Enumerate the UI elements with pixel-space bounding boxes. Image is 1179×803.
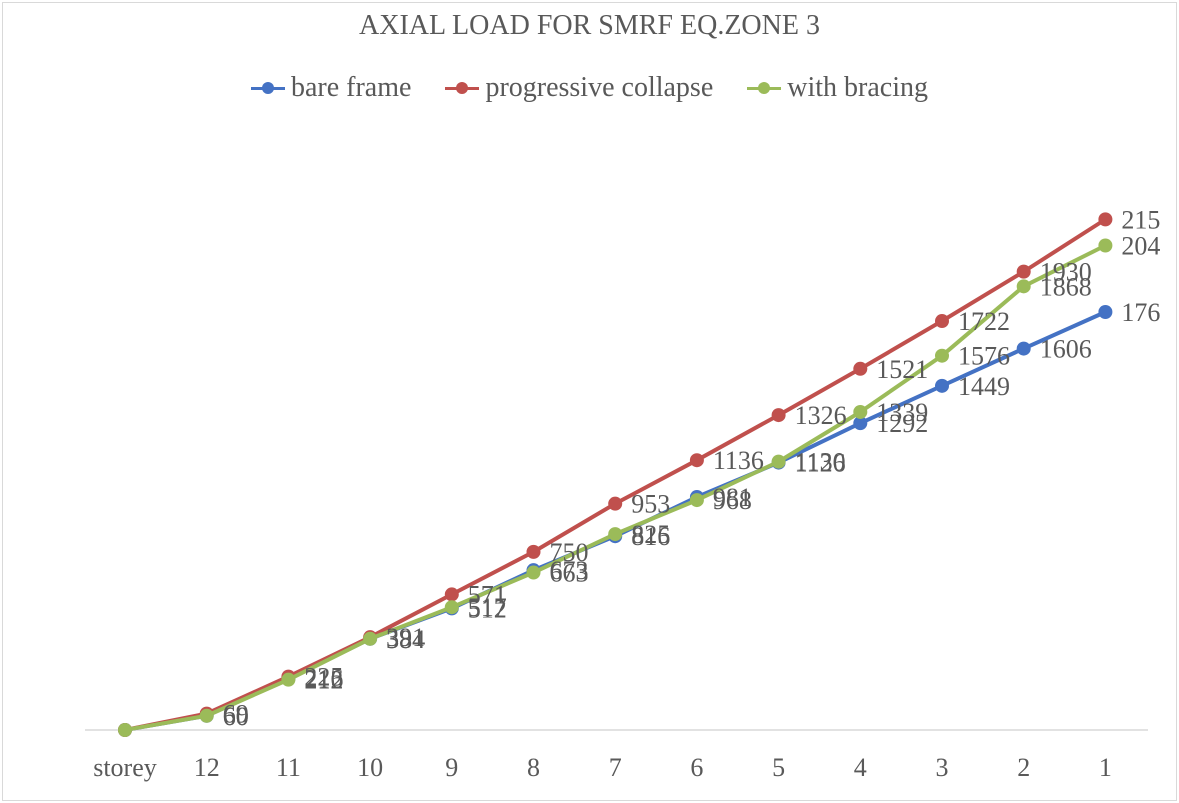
x-tick-label: 6 <box>690 753 703 782</box>
data-label: 391 <box>386 623 425 652</box>
data-label: 825 <box>631 520 670 549</box>
data-label: 216 <box>304 665 343 694</box>
data-label: 384 <box>386 625 425 654</box>
data-label: 204 <box>1121 232 1160 261</box>
data-label: 1339 <box>876 398 928 427</box>
data-label: 968 <box>713 486 752 515</box>
data-point <box>281 672 296 687</box>
x-tick-label: 4 <box>854 753 867 782</box>
data-label: 816 <box>631 522 670 551</box>
data-point <box>935 314 949 329</box>
data-label: 673 <box>550 556 589 585</box>
data-point <box>935 378 949 393</box>
data-label: 981 <box>713 483 752 512</box>
data-label: 1868 <box>1040 272 1092 301</box>
legend-label-bare-frame: bare frame <box>290 72 412 103</box>
data-point <box>771 408 786 423</box>
data-point <box>363 631 378 646</box>
data-point <box>771 454 786 469</box>
data-label: 60 <box>223 702 249 731</box>
data-label: 1130 <box>795 448 846 477</box>
data-point <box>118 723 132 737</box>
data-label: 1576 <box>958 342 1010 371</box>
data-label: 212 <box>304 666 343 695</box>
data-point <box>444 587 459 602</box>
x-tick-label: 12 <box>194 753 220 782</box>
data-label: 1449 <box>958 372 1010 401</box>
legend-item-with-bracing[interactable]: with bracing <box>747 72 928 104</box>
x-tick-label: 8 <box>527 753 540 782</box>
data-label: 512 <box>468 594 507 623</box>
legend-swatch-bare-frame <box>250 81 285 95</box>
data-label: 176 <box>1121 298 1160 327</box>
legend-label-progressive-collapse: progressive collapse <box>485 72 714 103</box>
data-label: 60 <box>223 702 249 731</box>
data-label: 215 <box>1121 205 1160 234</box>
x-tick-label: 2 <box>1017 753 1030 782</box>
data-point <box>199 708 214 723</box>
x-tick-label: 10 <box>357 753 383 782</box>
data-label: 750 <box>550 538 589 567</box>
data-point <box>608 496 623 511</box>
data-point <box>1098 212 1113 227</box>
x-tick-label: 7 <box>609 753 622 782</box>
data-label: 517 <box>468 593 507 622</box>
data-point <box>526 565 541 580</box>
data-label: 1521 <box>876 355 928 384</box>
legend-swatch-progressive-collapse <box>445 81 480 95</box>
data-label: 1126 <box>795 449 846 478</box>
legend-swatch-with-bracing <box>747 81 782 95</box>
data-point <box>526 544 541 559</box>
data-point <box>1098 238 1113 253</box>
data-point <box>1016 279 1031 294</box>
chart-title: AXIAL LOAD FOR SMRF EQ.ZONE 3 <box>359 10 820 41</box>
data-point <box>853 361 868 376</box>
data-point <box>1016 341 1031 356</box>
data-point <box>1016 264 1031 279</box>
legend-item-progressive-collapse[interactable]: progressive collapse <box>445 72 713 104</box>
legend: bare frame progressive collapse with bra… <box>0 72 1179 104</box>
x-tick-label: 9 <box>445 753 458 782</box>
data-label: 1930 <box>1040 258 1092 287</box>
data-point <box>1098 305 1113 319</box>
series-line <box>124 217 1107 732</box>
legend-label-with-bracing: with bracing <box>787 72 929 103</box>
x-tick-label: 5 <box>772 753 785 782</box>
x-tick-label: 1 <box>1099 753 1112 782</box>
data-point <box>689 493 704 508</box>
data-label: 953 <box>631 490 670 519</box>
data-label: 69 <box>223 700 249 729</box>
data-label: 571 <box>468 580 507 609</box>
data-label: 1136 <box>713 446 764 475</box>
data-point <box>608 527 623 542</box>
data-label: 1326 <box>795 401 847 430</box>
legend-item-bare-frame[interactable]: bare frame <box>250 72 412 104</box>
data-label: 1722 <box>958 307 1010 336</box>
data-label: 384 <box>386 625 425 654</box>
data-label: 1292 <box>876 409 928 438</box>
x-tick-label: 11 <box>276 753 301 782</box>
data-label: 225 <box>304 663 343 692</box>
data-point <box>853 416 868 431</box>
data-point <box>444 600 459 615</box>
data-label: 663 <box>550 559 589 588</box>
data-point <box>853 404 868 419</box>
data-point <box>689 453 704 468</box>
data-label: 1606 <box>1040 335 1092 364</box>
x-tick-label: storey <box>93 753 157 782</box>
data-point <box>935 348 949 363</box>
x-tick-label: 3 <box>936 753 949 782</box>
